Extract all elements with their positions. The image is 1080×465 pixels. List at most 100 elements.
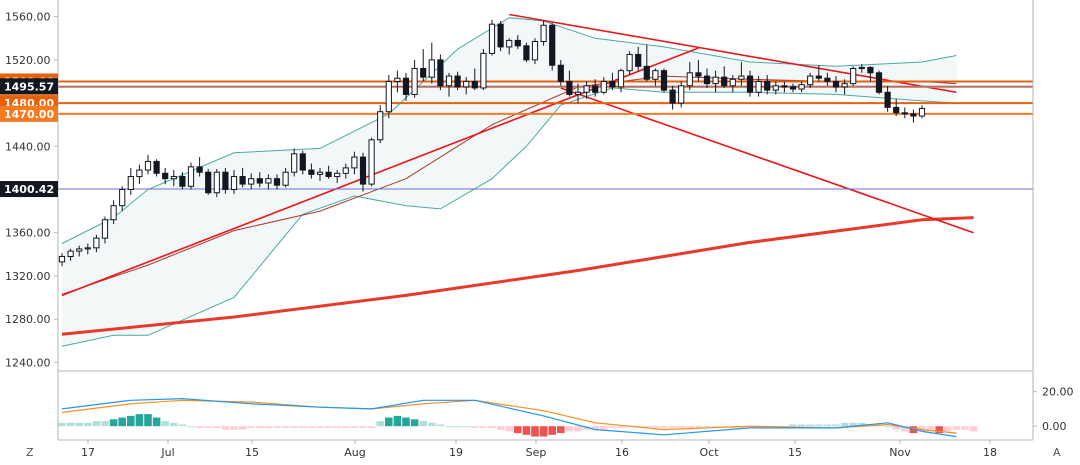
candle-body-41 [411, 68, 418, 95]
candle-body-8 [127, 176, 134, 191]
histogram-bar-49 [479, 426, 488, 428]
candle-body-74 [695, 72, 702, 77]
histogram-bar-89 [823, 424, 832, 427]
candle-body-56 [540, 24, 547, 42]
histogram-bar-86 [797, 424, 806, 427]
histogram-bar-38 [385, 417, 393, 427]
histogram-bar-105 [961, 426, 969, 430]
histogram-bar-65 [617, 426, 625, 428]
histogram-bar-30 [316, 426, 324, 428]
candle-body-6 [110, 205, 117, 221]
histogram-bar-19 [221, 426, 230, 430]
time-tick-label-5: Sep [526, 446, 547, 459]
histogram-bar-33 [342, 426, 350, 428]
histogram-bar-20 [230, 426, 238, 430]
candle-body-30 [316, 171, 324, 175]
candle-body-19 [222, 171, 229, 190]
histogram-bar-55 [531, 426, 539, 437]
price-tick-label-0: 1560.00 [5, 11, 51, 24]
price-tick-label-8: 1240.00 [5, 356, 51, 369]
histogram-bar-100 [918, 426, 926, 432]
histogram-bar-11 [152, 417, 161, 427]
candle-body-70 [660, 70, 668, 91]
candle-body-11 [153, 160, 160, 174]
time-tick-label-8: 15 [788, 446, 802, 459]
candle-body-45 [445, 75, 453, 87]
histogram-bar-23 [256, 426, 264, 428]
time-tick-label-4: 19 [449, 446, 463, 459]
histogram-bar-50 [488, 426, 496, 428]
histogram-bar-32 [333, 426, 341, 428]
histogram-bar-2 [75, 422, 83, 427]
bollinger-lower [61, 87, 957, 347]
candle-body-80 [746, 75, 754, 93]
candle-body-72 [678, 85, 685, 104]
candle-body-48 [471, 80, 478, 89]
histogram-bar-10 [144, 414, 152, 427]
candle-body-13 [170, 176, 177, 180]
histogram-bar-54 [522, 426, 531, 435]
candle-body-77 [721, 76, 728, 87]
histogram-bar-101 [926, 426, 935, 432]
candle-body-91 [841, 83, 848, 88]
histogram-bar-21 [238, 426, 247, 430]
histogram-bar-1 [66, 422, 75, 427]
histogram-bar-34 [350, 426, 359, 428]
candle-body-4 [93, 237, 100, 249]
histogram-bar-43 [428, 422, 436, 427]
trendline-2 [560, 87, 974, 234]
candle-body-63 [600, 80, 607, 93]
candle-body-27 [291, 153, 298, 173]
time-tick-label-0: 17 [81, 446, 95, 459]
histogram-bar-73 [686, 426, 694, 428]
candle-body-42 [420, 68, 427, 78]
histogram-bar-91 [840, 422, 849, 427]
price-tick-label-1: 1520.00 [5, 54, 51, 67]
candle-body-17 [205, 171, 212, 194]
candle-body-10 [144, 160, 152, 171]
histogram-bar-39 [393, 415, 402, 427]
candle-body-58 [557, 64, 564, 82]
candle-body-98 [901, 112, 908, 115]
candle-body-31 [325, 171, 332, 178]
candle-body-36 [368, 139, 375, 185]
histogram-bar-62 [591, 426, 599, 430]
candle-body-82 [764, 80, 771, 91]
candle-body-94 [867, 66, 874, 74]
price-tick-label-3: 1440.00 [5, 140, 51, 153]
histogram-bar-71 [668, 426, 677, 428]
candle-body-14 [179, 176, 186, 187]
candle-body-75 [703, 75, 711, 85]
histogram-bar-90 [832, 424, 840, 427]
candle-body-85 [789, 86, 797, 90]
candle-body-38 [385, 80, 392, 113]
candle-body-1 [67, 250, 74, 257]
candle-body-60 [574, 91, 582, 95]
histogram-bar-70 [660, 426, 668, 428]
osc-tick-label-0: 20.00 [1042, 386, 1074, 399]
histogram-bar-41 [410, 419, 419, 427]
candle-body-86 [798, 84, 805, 90]
candle-body-20 [230, 176, 238, 191]
candle-body-5 [101, 219, 109, 239]
candle-body-54 [523, 45, 530, 61]
candle-body-71 [669, 89, 676, 104]
histogram-bar-42 [419, 421, 427, 427]
histogram-bar-5 [101, 421, 109, 427]
histogram-bar-13 [170, 422, 178, 427]
candle-body-83 [772, 85, 779, 91]
histogram-bar-18 [213, 426, 221, 428]
time-tick-label-10: 18 [983, 446, 997, 459]
candle-body-100 [918, 107, 926, 117]
histogram-bar-7 [118, 417, 126, 427]
candle-body-73 [686, 72, 693, 87]
candle-body-87 [807, 75, 814, 86]
time-tick-label-7: Oct [699, 446, 719, 459]
candle-body-79 [738, 75, 745, 80]
time-tick-label-1: Jul [160, 446, 174, 459]
histogram-bar-63 [600, 426, 608, 430]
long-moving-average [61, 216, 974, 336]
candle-body-53 [514, 39, 521, 47]
candle-body-64 [609, 80, 616, 88]
